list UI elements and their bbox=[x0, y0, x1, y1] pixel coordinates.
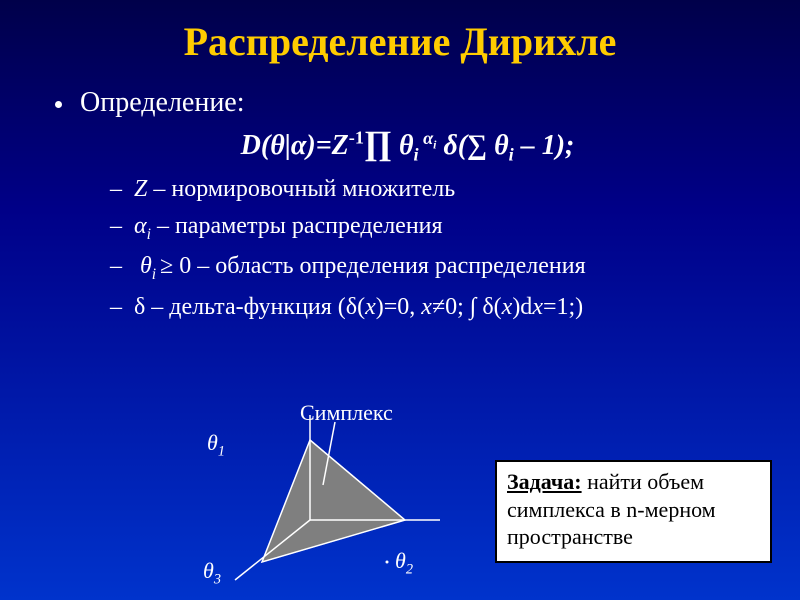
dash-icon: – bbox=[110, 294, 122, 321]
simplex-diagram: Симплекс θ1 θ2 θ3 bbox=[195, 400, 475, 595]
theta-2-label: θ2 bbox=[395, 548, 413, 578]
bullet-dot-icon bbox=[55, 101, 62, 108]
task-box: Задача: найти объем симплекса в n-мерном… bbox=[495, 460, 772, 563]
sub-text: Z – нормировочный множитель bbox=[134, 176, 455, 203]
theta-3-label: θ3 bbox=[203, 558, 221, 588]
definition-label: Определение: bbox=[80, 87, 245, 119]
sub-item: – θi ≥ 0 – область определения распредел… bbox=[110, 253, 760, 284]
sub-item: –αi – параметры распределения bbox=[110, 213, 760, 244]
sub-item: –δ – дельта-функция (δ(x)=0, x≠0; ∫ δ(x)… bbox=[110, 294, 760, 321]
sub-text: θi ≥ 0 – область определения распределен… bbox=[134, 253, 586, 284]
theta-1-label: θ1 bbox=[207, 430, 225, 460]
sub-text: αi – параметры распределения bbox=[134, 213, 443, 244]
simplex-label: Симплекс bbox=[300, 400, 393, 426]
dash-icon: – bbox=[110, 213, 122, 240]
task-title: Задача: bbox=[507, 469, 582, 494]
sub-text: δ – дельта-функция (δ(x)=0, x≠0; ∫ δ(x)d… bbox=[134, 294, 583, 321]
dash-icon: – bbox=[110, 253, 122, 280]
bullet-definition: Определение: bbox=[55, 87, 760, 119]
formula: D(θ|α)=Z-1∏ θi αi δ(∑ θi – 1); bbox=[55, 125, 760, 166]
slide-title: Распределение Дирихле bbox=[0, 0, 800, 65]
sub-item: –Z – нормировочный множитель bbox=[110, 176, 760, 203]
dash-icon: – bbox=[110, 176, 122, 203]
simplex-svg bbox=[195, 400, 475, 595]
content-area: Определение: D(θ|α)=Z-1∏ θi αi δ(∑ θi – … bbox=[0, 65, 800, 321]
sub-list: –Z – нормировочный множитель –αi – парам… bbox=[55, 176, 760, 322]
